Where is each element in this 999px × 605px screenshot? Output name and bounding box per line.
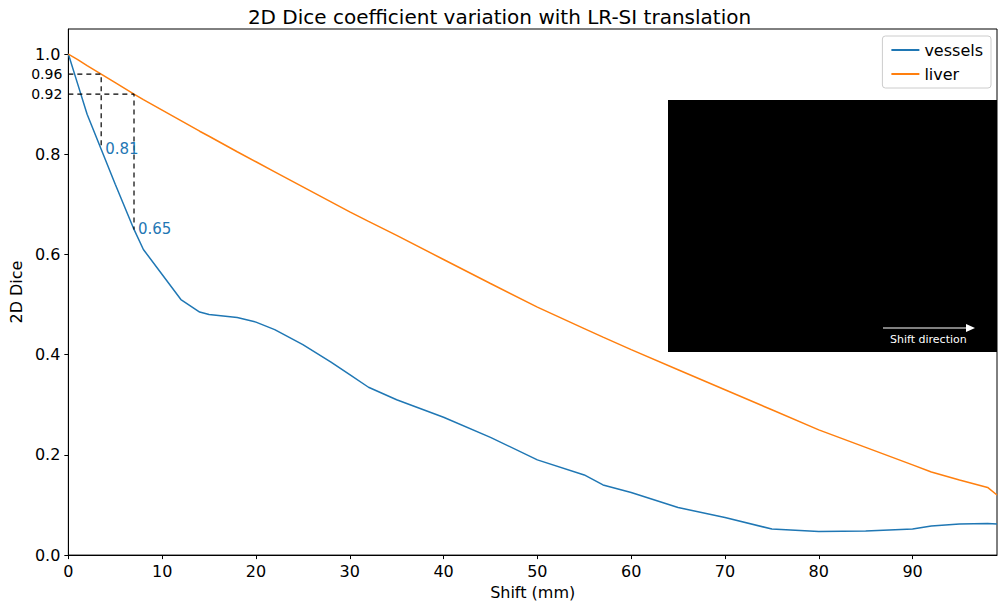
svg-text:10: 10 xyxy=(152,562,172,581)
svg-text:0.6: 0.6 xyxy=(35,245,60,264)
svg-text:0.8: 0.8 xyxy=(35,145,60,164)
svg-text:90: 90 xyxy=(902,562,922,581)
svg-text:0.96: 0.96 xyxy=(31,66,62,82)
svg-text:Shift direction: Shift direction xyxy=(890,333,967,346)
svg-text:80: 80 xyxy=(809,562,829,581)
svg-text:0: 0 xyxy=(63,562,73,581)
svg-text:70: 70 xyxy=(715,562,735,581)
svg-text:0.2: 0.2 xyxy=(35,445,60,464)
svg-text:0.92: 0.92 xyxy=(31,86,62,102)
svg-text:0.65: 0.65 xyxy=(138,220,171,238)
svg-text:2D Dice coefficient variation: 2D Dice coefficient variation with LR-SI… xyxy=(248,5,751,29)
svg-text:vessels: vessels xyxy=(924,41,983,60)
svg-text:20: 20 xyxy=(246,562,266,581)
svg-text:1.0: 1.0 xyxy=(35,45,60,64)
svg-text:0.0: 0.0 xyxy=(35,546,60,565)
svg-text:40: 40 xyxy=(433,562,453,581)
svg-text:50: 50 xyxy=(527,562,547,581)
svg-text:2D Dice: 2D Dice xyxy=(7,261,26,324)
svg-text:30: 30 xyxy=(340,562,360,581)
svg-text:0.4: 0.4 xyxy=(35,345,60,364)
svg-text:Shift (mm): Shift (mm) xyxy=(490,583,575,602)
svg-text:liver: liver xyxy=(924,65,959,84)
svg-text:60: 60 xyxy=(621,562,641,581)
svg-text:0.81: 0.81 xyxy=(105,140,138,158)
